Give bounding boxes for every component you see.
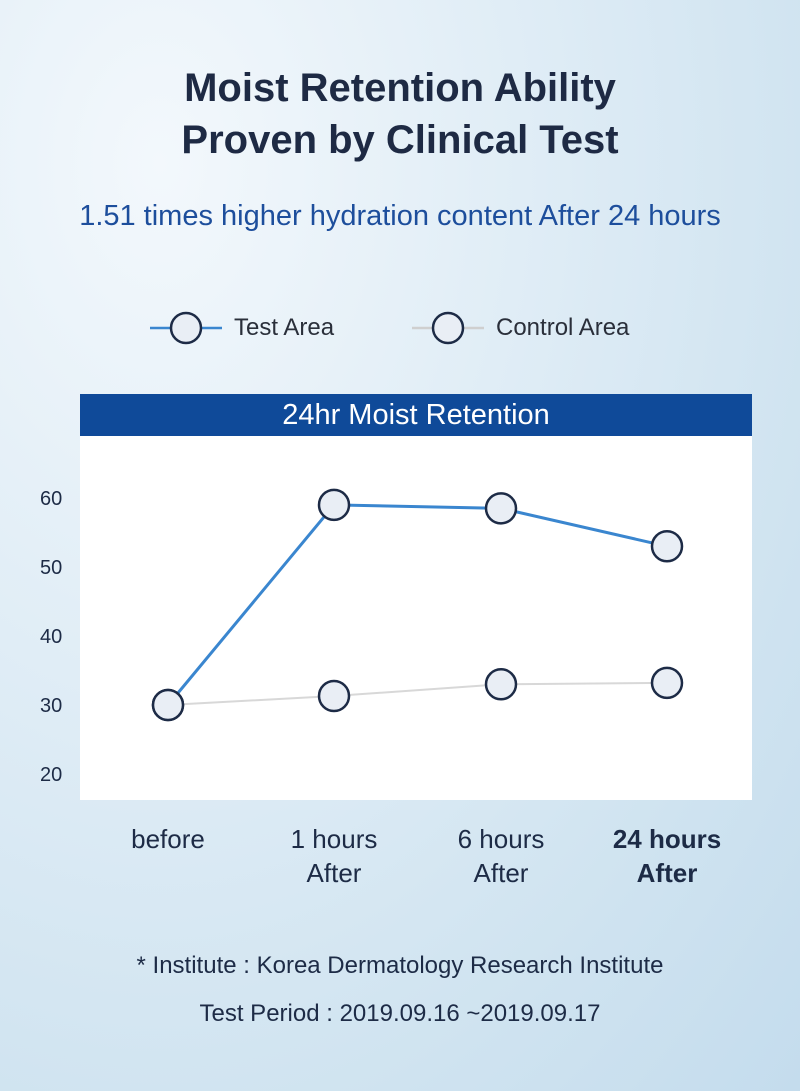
x-tick-label: 6 hours After [421, 822, 581, 890]
y-tick-label: 50 [40, 557, 62, 579]
line-chart: 60 50 40 30 20 [40, 488, 684, 786]
test-point-0 [151, 688, 185, 722]
y-tick-label: 60 [40, 488, 62, 510]
test-point-2 [484, 492, 518, 525]
x-tick-label: 24 hours After [587, 822, 747, 890]
institute-note: * Institute : Korea Dermatology Research… [136, 952, 664, 979]
page-title: Moist Retention Ability Proven by Clinic… [0, 62, 800, 166]
series-points [151, 488, 684, 722]
x-tick-label-line: 24 hours [612, 824, 722, 854]
series-line-test [166, 503, 668, 706]
test-period-note: Test Period : 2019.09.16 ~2019.09.17 [199, 1000, 601, 1027]
legend-item-test: Test Area [150, 308, 334, 348]
legend-marker-test-icon [150, 311, 222, 345]
series-lines [166, 503, 668, 706]
x-tick-label-line: After [636, 858, 698, 888]
x-tick-label-line: 6 hours [457, 824, 545, 854]
chart-legend: Test Area Control Area [0, 308, 800, 348]
legend-label-control: Control Area [496, 314, 630, 341]
control-point-3 [650, 666, 684, 700]
subtitle: 1.51 times higher hydration content Afte… [79, 200, 721, 232]
y-tick-label: 30 [40, 695, 62, 717]
title-line-1: Moist Retention Ability [184, 66, 616, 110]
x-tick-label-line: After [473, 858, 529, 888]
y-axis-ticks: 60 50 40 30 20 [40, 488, 62, 786]
chart-title: 24hr Moist Retention [80, 394, 752, 436]
legend-label-test: Test Area [234, 314, 335, 341]
chart-area: 60 50 40 30 20 [40, 436, 752, 800]
control-point-2 [484, 668, 518, 701]
series-line-control [167, 681, 668, 706]
x-tick-label: 1 hours After [254, 822, 414, 890]
test-point-1 [317, 488, 351, 522]
x-tick-label-line: After [306, 858, 362, 888]
legend-item-control: Control Area [412, 308, 629, 348]
legend-marker-control-icon [412, 311, 484, 345]
x-tick-label-line: 1 hours [290, 824, 378, 854]
control-point-1 [317, 679, 351, 713]
x-tick-label-line: before [131, 824, 205, 854]
title-line-2: Proven by Clinical Test [181, 118, 619, 162]
x-tick-label: before [88, 822, 248, 856]
test-point-3 [650, 530, 684, 563]
y-tick-label: 20 [40, 764, 62, 786]
y-tick-label: 40 [40, 626, 62, 648]
